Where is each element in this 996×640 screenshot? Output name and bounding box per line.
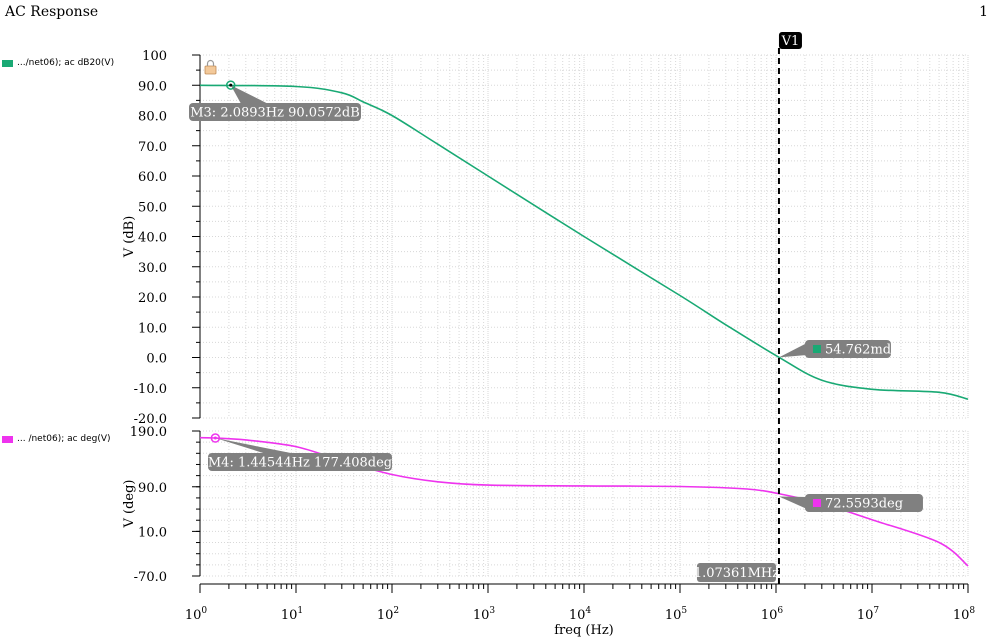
x-tick-label: 104: [569, 606, 592, 623]
cursor-freq-label: 1.07361MHz: [694, 566, 779, 581]
y-tick-label-db: 0.0: [146, 352, 167, 367]
series-line-db: [199, 84, 969, 400]
marker-m3-pointer: [230, 85, 267, 103]
y-tick-label-db: 80.0: [138, 110, 167, 125]
marker-v1-db-pointer: [778, 343, 807, 358]
marker-v1-deg-swatch: [812, 499, 821, 507]
cursor-freq-bg: [696, 563, 776, 582]
y-tick-label-db: -10.0: [134, 382, 167, 397]
y-tick-label-db: 40.0: [138, 231, 167, 246]
x-tick-label: 102: [377, 606, 399, 623]
x-tick-label: 101: [281, 606, 303, 623]
y-tick-label-db: 90.0: [138, 79, 167, 94]
legend-label-deg: ... /net06); ac deg(V): [17, 434, 111, 444]
x-tick-label: 106: [761, 606, 784, 623]
y-tick-label-deg: 10.0: [138, 525, 167, 540]
y-tick-label-db: 100: [142, 49, 167, 64]
x-tick-label: 108: [953, 606, 976, 623]
marker-m4-label: M4: 1.44544Hz 177.408deg: [208, 456, 392, 471]
y-axis-title-db: V (dB): [122, 216, 137, 259]
marker-m4-dot: [213, 436, 217, 440]
legend-swatch-db: [2, 59, 13, 67]
marker-v1-db-swatch: [812, 345, 821, 353]
legend-item-db[interactable]: .../net06); ac dB20(V): [2, 58, 114, 68]
y-tick-label-db: 10.0: [138, 321, 167, 336]
x-tick-label: 107: [857, 606, 880, 623]
marker-v1-deg-bg: [804, 494, 923, 512]
x-tick-label: 105: [665, 606, 688, 623]
marker-m3-label: M3: 2.0893Hz 90.0572dB: [190, 106, 360, 121]
marker-v1-db-bg: [804, 340, 891, 358]
cursor-tag-v1-label: V1: [781, 34, 800, 49]
legend-label-db: .../net06); ac dB20(V): [17, 58, 115, 68]
marker-m4-ring: [210, 433, 221, 443]
marker-v1-db-label: 54.762mdB: [825, 343, 901, 358]
x-axis-title: freq (Hz): [554, 623, 614, 638]
marker-v1-deg-label: 72.5593deg: [825, 497, 903, 512]
cursor-tag-v1-bg: [778, 32, 802, 49]
y-tick-label-deg: -70.0: [134, 570, 167, 585]
y-tick-label-deg: 90.0: [138, 481, 167, 496]
y-tick-label-deg: 190.0: [130, 425, 167, 440]
marker-m4-bg: [208, 453, 392, 471]
y-tick-label-db: 60.0: [138, 170, 167, 185]
marker-m3-ring: [225, 80, 236, 90]
grid-deg: [199, 430, 969, 577]
legend-item-deg[interactable]: ... /net06); ac deg(V): [2, 434, 111, 444]
y-tick-label-db: 70.0: [138, 140, 167, 155]
y-axis-title-deg: V (deg): [122, 479, 137, 528]
marker-m3-dot: [229, 83, 233, 87]
y-tick-label-db: 30.0: [138, 261, 167, 276]
y-tick-label-db: -20.0: [134, 412, 167, 427]
marker-m4-pointer: [215, 438, 291, 453]
y-tick-label-db: 20.0: [138, 291, 167, 306]
x-tick-label: 100: [185, 606, 208, 623]
page-number: 1: [979, 4, 988, 20]
marker-m3-bg: [189, 103, 361, 121]
x-tick-label: 103: [473, 606, 496, 623]
app-title: AC Response: [5, 4, 99, 20]
marker-v1-deg-pointer: [778, 496, 807, 509]
y-tick-label-db: 50.0: [138, 200, 167, 215]
legend-swatch-deg: [2, 435, 13, 443]
lock-icon: [204, 59, 217, 75]
